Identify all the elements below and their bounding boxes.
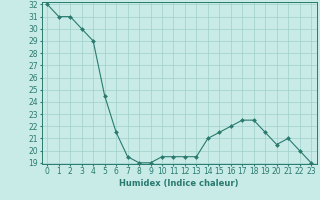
X-axis label: Humidex (Indice chaleur): Humidex (Indice chaleur) — [119, 179, 239, 188]
